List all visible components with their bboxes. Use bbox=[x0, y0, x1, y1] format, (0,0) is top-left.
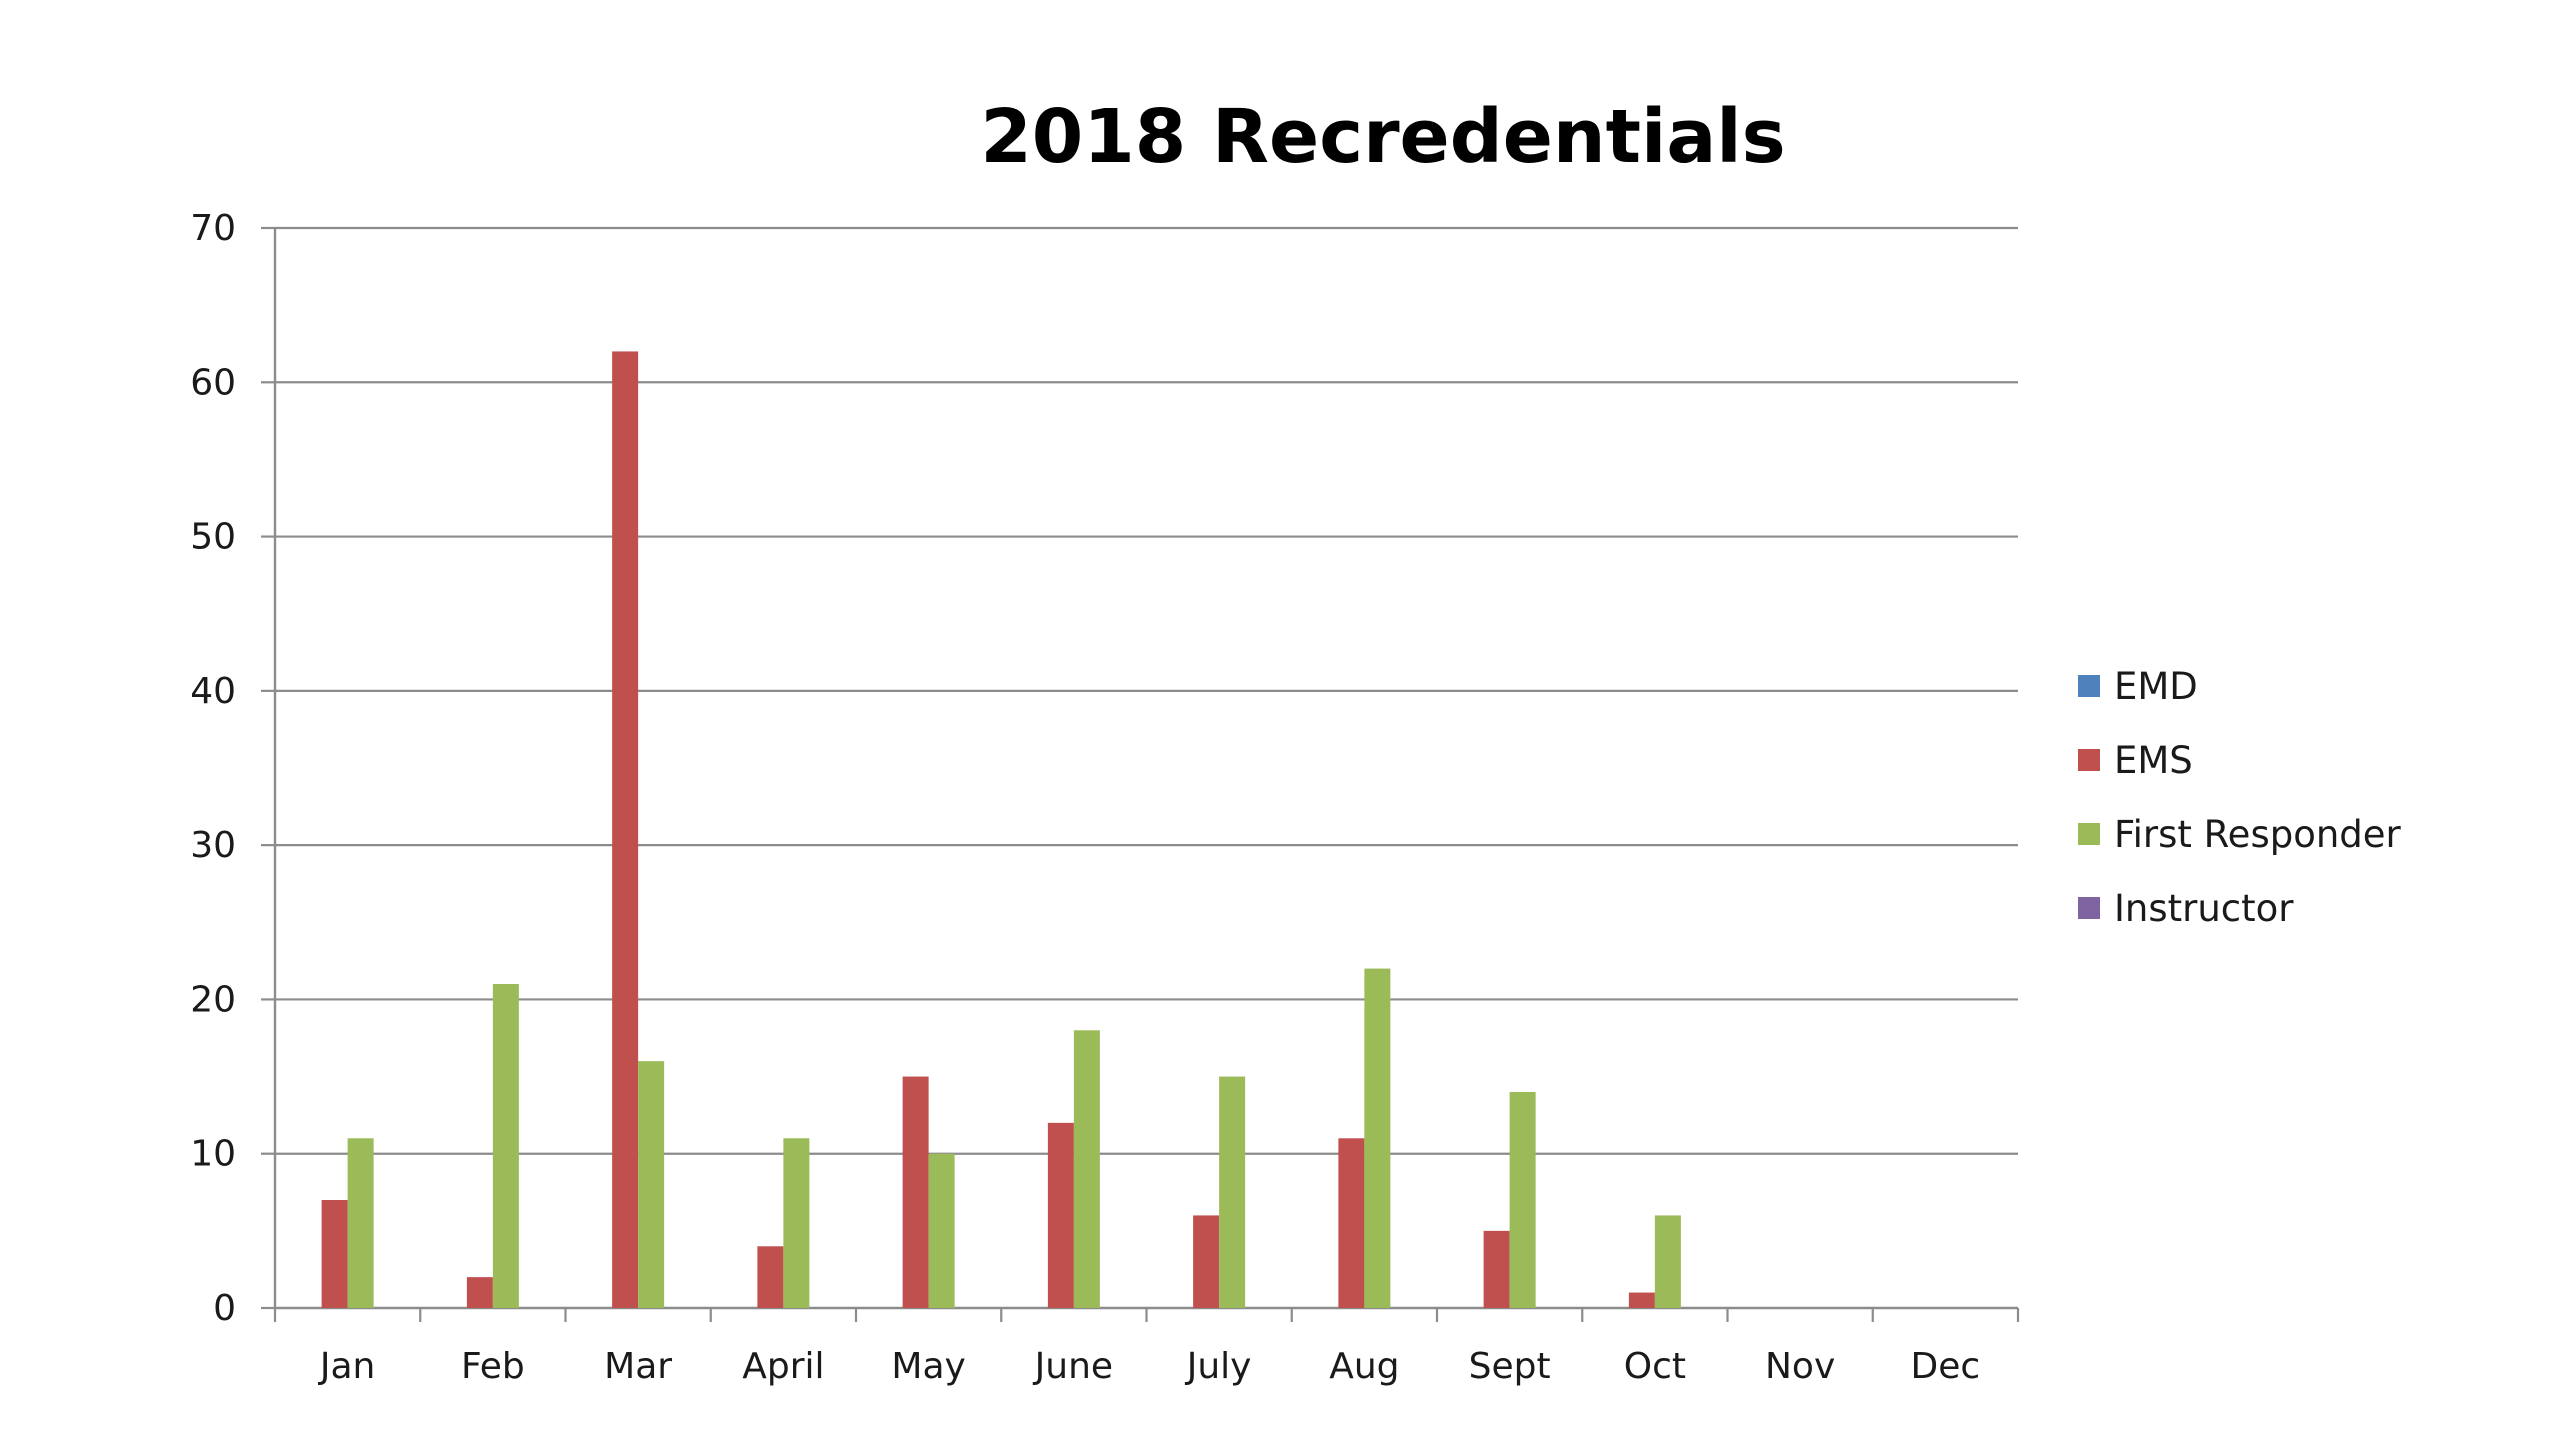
bar-ems-sept bbox=[1483, 1230, 1510, 1308]
chart-title: 2018 Recredentials bbox=[980, 94, 1785, 180]
y-tick-label: 20 bbox=[190, 979, 236, 1020]
legend-label-first-responder: First Responder bbox=[2114, 813, 2402, 856]
bar-first-responder-sept bbox=[1509, 1092, 1536, 1308]
y-tick-label: 10 bbox=[190, 1134, 236, 1175]
x-tick-label: Jan bbox=[318, 1346, 376, 1387]
bar-first-responder-june bbox=[1073, 1030, 1100, 1308]
x-tick-label: Sept bbox=[1469, 1346, 1551, 1387]
y-tick-label: 50 bbox=[190, 517, 236, 558]
bar-first-responder-may bbox=[928, 1153, 955, 1308]
bars bbox=[321, 351, 1681, 1308]
bar-first-responder-oct bbox=[1654, 1215, 1681, 1308]
bar-ems-june bbox=[1047, 1122, 1074, 1308]
legend: EMD EMS First Responder Instructor bbox=[2078, 665, 2402, 930]
bar-first-responder-jan bbox=[347, 1138, 374, 1308]
legend-swatch-instructor bbox=[2078, 897, 2100, 919]
x-tick-label: Dec bbox=[1911, 1346, 1981, 1387]
x-tick-label: Aug bbox=[1329, 1346, 1399, 1387]
x-tick-label: Nov bbox=[1765, 1346, 1835, 1387]
bar-ems-aug bbox=[1338, 1138, 1365, 1308]
y-tick-label: 60 bbox=[190, 362, 236, 403]
bar-first-responder-feb bbox=[492, 984, 519, 1308]
x-tick-label: Oct bbox=[1624, 1346, 1686, 1387]
legend-label-ems: EMS bbox=[2114, 739, 2193, 782]
gridlines bbox=[275, 226, 2018, 1155]
x-tick-label: June bbox=[1033, 1346, 1113, 1387]
x-tick-label: Feb bbox=[461, 1346, 525, 1387]
x-tick-label: May bbox=[891, 1346, 965, 1387]
legend-label-emd: EMD bbox=[2114, 665, 2198, 708]
bar-ems-mar bbox=[612, 351, 639, 1308]
bar-ems-oct bbox=[1628, 1292, 1655, 1308]
bar-ems-july bbox=[1193, 1215, 1220, 1308]
bar-first-responder-aug bbox=[1364, 968, 1391, 1308]
bar-first-responder-april bbox=[783, 1138, 810, 1308]
legend-swatch-first-responder bbox=[2078, 823, 2100, 845]
y-tick-label: 70 bbox=[190, 208, 236, 249]
x-tick-label: July bbox=[1185, 1346, 1252, 1387]
bar-ems-feb bbox=[466, 1277, 493, 1308]
axes: 0 10 20 30 40 50 60 70 Jan Feb Mar April May June July… bbox=[190, 208, 2020, 1387]
legend-label-instructor: Instructor bbox=[2114, 887, 2294, 930]
x-tick-label: Mar bbox=[604, 1346, 672, 1387]
bar-first-responder-july bbox=[1219, 1076, 1246, 1308]
y-tick-label: 0 bbox=[213, 1288, 236, 1329]
bar-ems-jan bbox=[321, 1200, 348, 1308]
legend-swatch-emd bbox=[2078, 675, 2100, 697]
y-tick-label: 30 bbox=[190, 825, 236, 866]
legend-swatch-ems bbox=[2078, 749, 2100, 771]
x-tick-label: April bbox=[742, 1346, 824, 1387]
y-tick-label: 40 bbox=[190, 671, 236, 712]
bar-ems-may bbox=[902, 1076, 929, 1308]
bar-first-responder-mar bbox=[638, 1061, 665, 1308]
bar-ems-april bbox=[757, 1246, 784, 1308]
